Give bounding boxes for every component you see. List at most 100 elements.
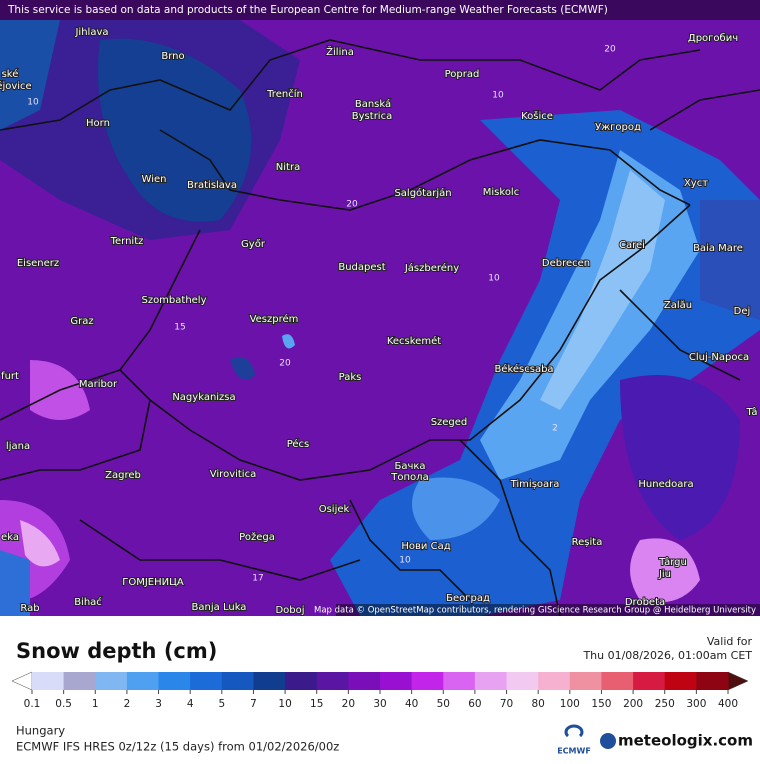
legend-swatch [126,672,160,690]
place-label: Drobeta [625,597,665,608]
legend-swatch [569,672,602,690]
legend-tick-label: 20 [342,698,355,710]
legend-title: Snow depth (cm) [16,639,217,663]
place-label: Zalău [664,300,692,311]
place-label: Reșita [572,537,603,548]
legend-swatch [443,672,476,690]
legend-swatch [380,672,413,690]
legend-swatch [253,672,286,690]
place-label: Debrecen [542,258,590,269]
legend-tick-label: 40 [405,698,418,710]
legend-tick-label: 3 [155,698,162,710]
legend-swatch [411,672,444,690]
legend-swatch [221,672,254,690]
legend-tick-label: 300 [686,698,706,710]
legend-swatch [664,672,697,690]
legend-tick-label: 10 [278,698,291,710]
place-label: Zagreb [105,470,141,481]
place-label: Žilina [326,45,354,58]
place-label: Bihać [74,596,102,608]
contour-label: 20 [346,200,358,210]
place-label: Győr [241,238,266,250]
legend-tick-label: 400 [718,698,738,710]
place-label: Doboj [275,605,304,616]
place-label: Kecskemét [387,335,441,347]
legend-tick-label: 50 [437,698,450,710]
place-label: Osijek [319,504,350,515]
place-label: Hunedoara [638,479,693,490]
place-label: Хуст [684,178,708,189]
legend-tick-label: 1 [92,698,99,710]
place-label: Топола [390,472,428,483]
place-label: Timișoara [510,479,560,490]
contour-label: 15 [174,323,185,333]
legend-swatch [601,672,634,690]
place-label: Târgu [658,556,687,568]
place-label: Szeged [431,417,468,428]
place-label: Békéscsaba [494,363,553,375]
attribution: Map data © OpenStreetMap contributors, r… [314,606,756,616]
place-label: Bystrica [352,111,392,122]
place-label: Maribor [79,379,118,390]
legend-tick-label: 70 [500,698,513,710]
legend-tick-label: 100 [560,698,580,710]
place-label: Jihlava [74,27,108,38]
ecmwf-logo [564,724,584,738]
legend-swatch [316,672,349,690]
place-label: ljana [6,441,30,452]
legend-tick-label: 0.5 [55,698,72,710]
place-label: Pécs [287,438,310,450]
place-label: Бачка [394,461,425,472]
place-label: Banská [355,98,391,110]
contour-label: 10 [27,98,39,108]
map [0,0,760,617]
contour-label: 20 [604,45,616,55]
place-label: Požega [239,531,275,543]
place-label: Carei [619,240,645,251]
place-label: Jiu [658,569,671,580]
place-label: Brno [161,51,184,62]
legend-swatch [348,672,381,690]
legend-tick-label: 150 [591,698,611,710]
contour-label: 2 [552,424,558,434]
legend-swatch [285,672,318,690]
place-label: Košice [521,110,553,122]
region: Hungary [16,724,65,738]
contour-label: 20 [279,359,291,369]
place-label: Budapest [338,262,385,273]
under-arrow [11,671,33,691]
legend-tick-label: 60 [468,698,481,710]
place-label: furt [1,371,19,382]
model-info: ECMWF IFS HRES 0z/12z (15 days) from 01/… [16,740,339,754]
place-label: Veszprém [250,313,299,325]
legend-tick-label: 0.1 [24,698,41,710]
place-label: Београд [446,593,490,604]
brand[interactable]: meteologix.com [618,732,753,750]
legend-tick-label: 80 [531,698,544,710]
place-label: Dej [734,306,751,317]
legend-swatch [696,672,729,690]
over-arrow [727,671,749,691]
place-label: Szombathely [141,295,206,306]
legend-swatch [190,672,223,690]
place-label: Graz [70,316,93,327]
contour-label: 10 [399,556,411,566]
legend-tick-label: 200 [623,698,643,710]
legend-tick-label: 7 [250,698,257,710]
contour-label: 17 [252,574,263,584]
place-label: Дрогобич [688,33,738,44]
place-label: Paks [339,372,362,383]
place-label: Virovitica [210,469,256,480]
legend-tick-label: 15 [310,698,323,710]
place-label: Trenčín [266,88,303,100]
place-label: Ужгород [595,122,641,133]
place-label: Baia Mare [693,243,743,254]
valid-label: Valid for [707,635,753,648]
place-label: Poprad [445,69,480,80]
legend-swatch [63,672,96,690]
legend-tick-label: 250 [655,698,675,710]
valid-time: Thu 01/08/2026, 01:00am CET [582,649,752,662]
legend-tick-label: 30 [373,698,386,710]
place-label: Miskolc [483,187,519,198]
